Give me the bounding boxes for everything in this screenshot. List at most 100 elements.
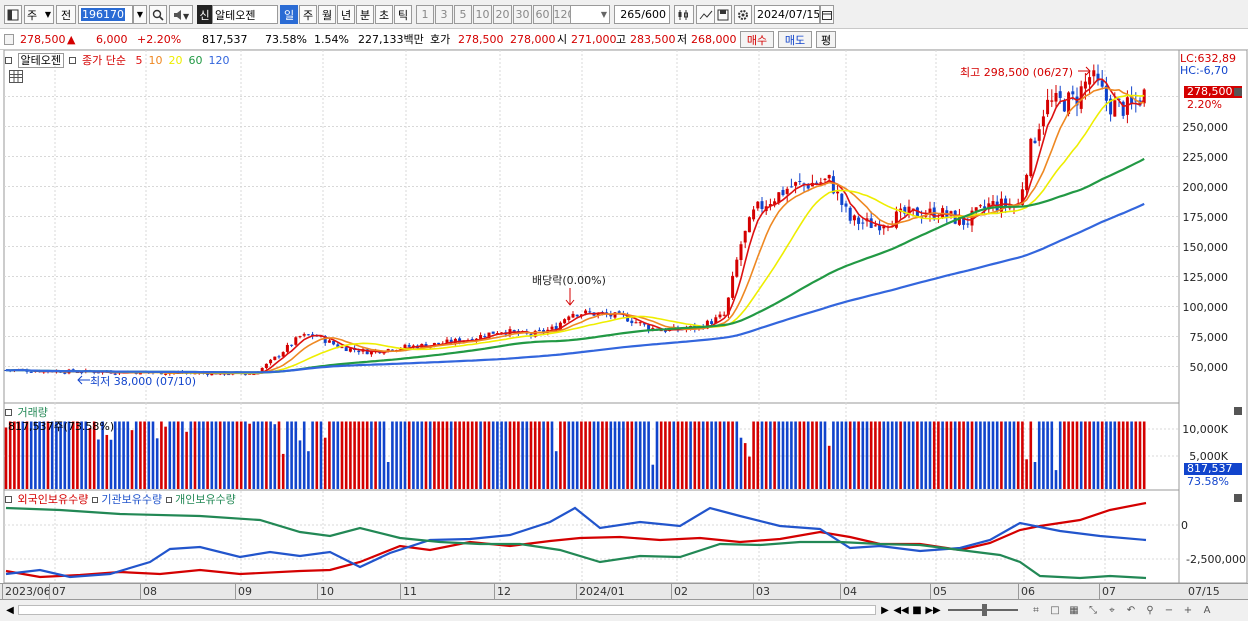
candle-body — [294, 337, 298, 345]
volume-bar — [491, 421, 495, 489]
stock-code-input[interactable]: 196170 — [78, 5, 133, 24]
candle-body — [1109, 98, 1113, 115]
chart-menu-icon[interactable] — [4, 5, 22, 24]
tab-interval-120[interactable]: 120 — [553, 5, 575, 24]
candle-body — [327, 340, 331, 343]
tab-interval-3[interactable]: 3 — [435, 5, 453, 24]
series-menu-icon[interactable] — [92, 497, 99, 503]
candle-body — [957, 215, 961, 225]
speaker-icon[interactable]: ▼ — [169, 5, 193, 24]
measure-icon[interactable]: ⤡ — [1089, 604, 1097, 616]
volume-bar — [269, 421, 272, 489]
volume-bar — [609, 421, 613, 489]
font-icon[interactable]: A — [1203, 604, 1211, 616]
tab-period-6[interactable]: 틱 — [394, 5, 412, 24]
candle-body — [227, 374, 231, 376]
panel-close-icon[interactable] — [1234, 88, 1242, 96]
gear-icon[interactable] — [734, 5, 752, 24]
candle-body — [852, 215, 856, 221]
series-menu-icon[interactable] — [166, 497, 173, 503]
candle-body — [529, 334, 533, 336]
search-icon[interactable] — [149, 5, 167, 24]
volume-bar — [966, 421, 970, 489]
rewind-icon[interactable]: ◀◀ — [893, 604, 909, 616]
zoom-out-icon[interactable]: − — [1164, 604, 1174, 616]
tab-period-4[interactable]: 분 — [356, 5, 374, 24]
volume-bar — [689, 421, 692, 489]
rect-icon[interactable]: □ — [1050, 604, 1060, 616]
ma-120-label: 120 — [208, 54, 230, 67]
tab-interval-10[interactable]: 10 — [473, 5, 492, 24]
volume-bar — [105, 434, 109, 489]
tab-interval-1[interactable]: 1 — [416, 5, 434, 24]
calendar-icon[interactable] — [820, 5, 834, 24]
volume-bar — [601, 421, 604, 489]
chart-area[interactable]: 알테오젠 종가 단순 5 10 20 60 120 최고 298,500 (06/27)… — [0, 50, 1248, 602]
volume-bar — [147, 421, 151, 489]
volume-bar — [151, 421, 155, 489]
crosshair-icon[interactable]: ⌗ — [1033, 604, 1039, 616]
pin-icon[interactable]: ⌖ — [1109, 604, 1115, 616]
tab-period-1[interactable]: 주 — [299, 5, 317, 24]
volume-bar — [4, 427, 8, 489]
tab-interval-60[interactable]: 60 — [533, 5, 552, 24]
magnifier-icon[interactable]: ⚲ — [1146, 604, 1154, 616]
panel-menu-icon[interactable] — [5, 57, 12, 64]
open-price: 271,000 — [571, 33, 617, 46]
volume-bar — [928, 421, 932, 489]
period-type-select[interactable]: 주 ▼ — [24, 5, 54, 24]
volume-bar — [529, 421, 533, 489]
grid-icon[interactable]: ▦ — [1069, 604, 1079, 616]
volume-bar — [916, 421, 919, 489]
count-value: 265 — [620, 8, 642, 21]
indicator-menu-icon[interactable] — [69, 57, 77, 64]
volume-bar — [651, 464, 655, 489]
undo-icon[interactable]: ↶ — [1126, 604, 1136, 616]
sell-button[interactable]: 매도 — [778, 31, 812, 48]
volume-bar — [659, 421, 663, 489]
volume-bar — [1113, 421, 1117, 489]
candle-settings-icon[interactable] — [674, 5, 694, 24]
table-view-icon[interactable] — [9, 70, 23, 83]
interval-custom-select[interactable]: ▼ — [570, 5, 610, 24]
count-input[interactable]: 265/600 — [614, 5, 670, 24]
tab-period-2[interactable]: 월 — [318, 5, 336, 24]
volume-bar — [634, 421, 638, 489]
save-icon[interactable] — [714, 5, 732, 24]
tab-period-3[interactable]: 년 — [337, 5, 355, 24]
zoom-in-icon[interactable]: + — [1183, 604, 1193, 616]
panel-menu-icon[interactable] — [5, 409, 12, 416]
scroll-left-icon[interactable]: ◀ — [6, 604, 14, 616]
zoom-slider-handle[interactable] — [982, 604, 987, 616]
stock-code-dropdown[interactable]: ▼ — [133, 5, 147, 24]
tab-interval-30[interactable]: 30 — [513, 5, 532, 24]
holdings-series-label: 외국인보유수량 — [17, 493, 89, 506]
tab-interval-5[interactable]: 5 — [454, 5, 472, 24]
trend-line-icon[interactable] — [696, 5, 716, 24]
quote-bar-toggle-icon[interactable] — [4, 34, 14, 45]
eval-button[interactable]: 평 — [816, 31, 836, 48]
panel-menu-icon[interactable] — [5, 496, 12, 503]
chart-canvas[interactable] — [0, 50, 1248, 583]
tab-period-5[interactable]: 초 — [375, 5, 393, 24]
scroll-track[interactable] — [18, 605, 876, 615]
volume-bar — [13, 421, 16, 489]
tab-interval-20[interactable]: 20 — [493, 5, 512, 24]
tab-period-0[interactable]: 일 — [280, 5, 298, 24]
fast-forward-icon[interactable]: ▶▶ — [925, 604, 941, 616]
panel-close-icon[interactable] — [1234, 494, 1242, 502]
candle-body — [777, 192, 781, 204]
stock-name-field[interactable]: 알테오젠 — [212, 5, 278, 24]
buy-button[interactable]: 매수 — [740, 31, 774, 48]
volume-pct-tag: 73.58% — [1187, 475, 1229, 488]
date-input[interactable]: 2024/07/15 — [754, 5, 820, 24]
panel-close-icon[interactable] — [1234, 407, 1242, 415]
volume-bar — [428, 421, 432, 489]
date-axis-label: 03 — [756, 585, 770, 598]
scroll-right-icon[interactable]: ▶ — [881, 604, 889, 616]
candle-body — [823, 178, 827, 181]
volume-bar — [991, 421, 995, 489]
volume-bar — [479, 421, 482, 489]
prev-button[interactable]: 전 — [56, 5, 76, 24]
stop-icon[interactable]: ■ — [912, 604, 922, 616]
